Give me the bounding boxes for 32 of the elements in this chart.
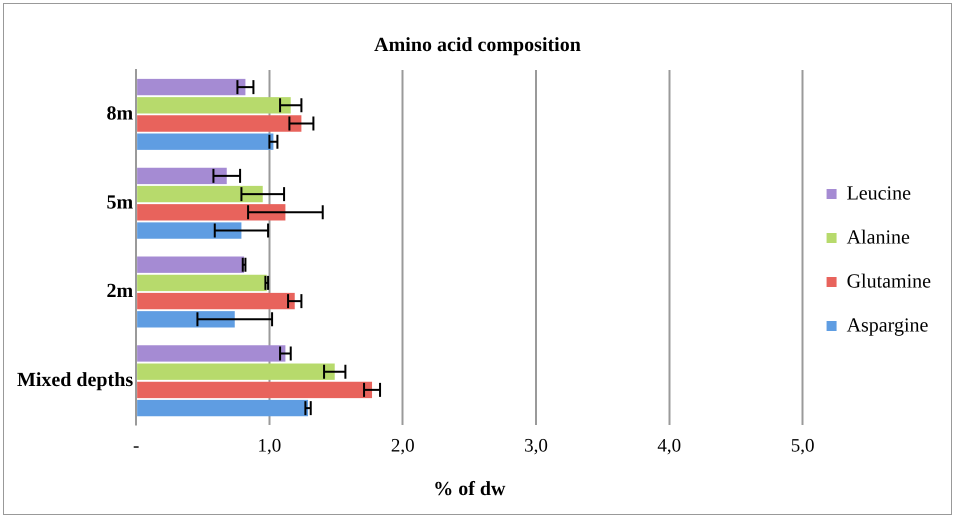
bar [137,345,286,362]
bar [137,311,235,328]
chart-title: Amino acid composition [374,34,581,56]
bar [137,204,286,220]
bar [137,186,263,202]
y-tick-label: Mixed depths [17,368,134,391]
bar [137,256,244,273]
x-tick-label: 1,0 [258,436,282,457]
x-tick-label: 4,0 [657,436,682,457]
legend-label: Aspargine [846,314,929,336]
bar [137,97,291,114]
legend-label: Alanine [846,226,910,248]
bar [137,115,302,132]
bar [137,134,274,150]
legend-label: Leucine [846,182,912,204]
bar [137,400,308,416]
x-tick-label: 3,0 [524,436,548,457]
y-tick-label: 5m [106,191,134,214]
bar [137,364,335,380]
y-tick-label: 8m [106,102,134,125]
bar [137,274,267,292]
x-axis-title: % of dw [433,478,506,500]
x-tick-label: 2,0 [390,436,415,457]
legend-label: Glutamine [846,270,932,292]
x-tick-label: - [132,436,140,457]
bar [137,168,227,184]
y-tick-label: 2m [106,280,134,302]
bar [137,382,372,398]
bar [137,222,242,239]
x-tick-label: 5,0 [790,436,814,457]
bar [137,292,295,310]
bar [137,78,246,96]
